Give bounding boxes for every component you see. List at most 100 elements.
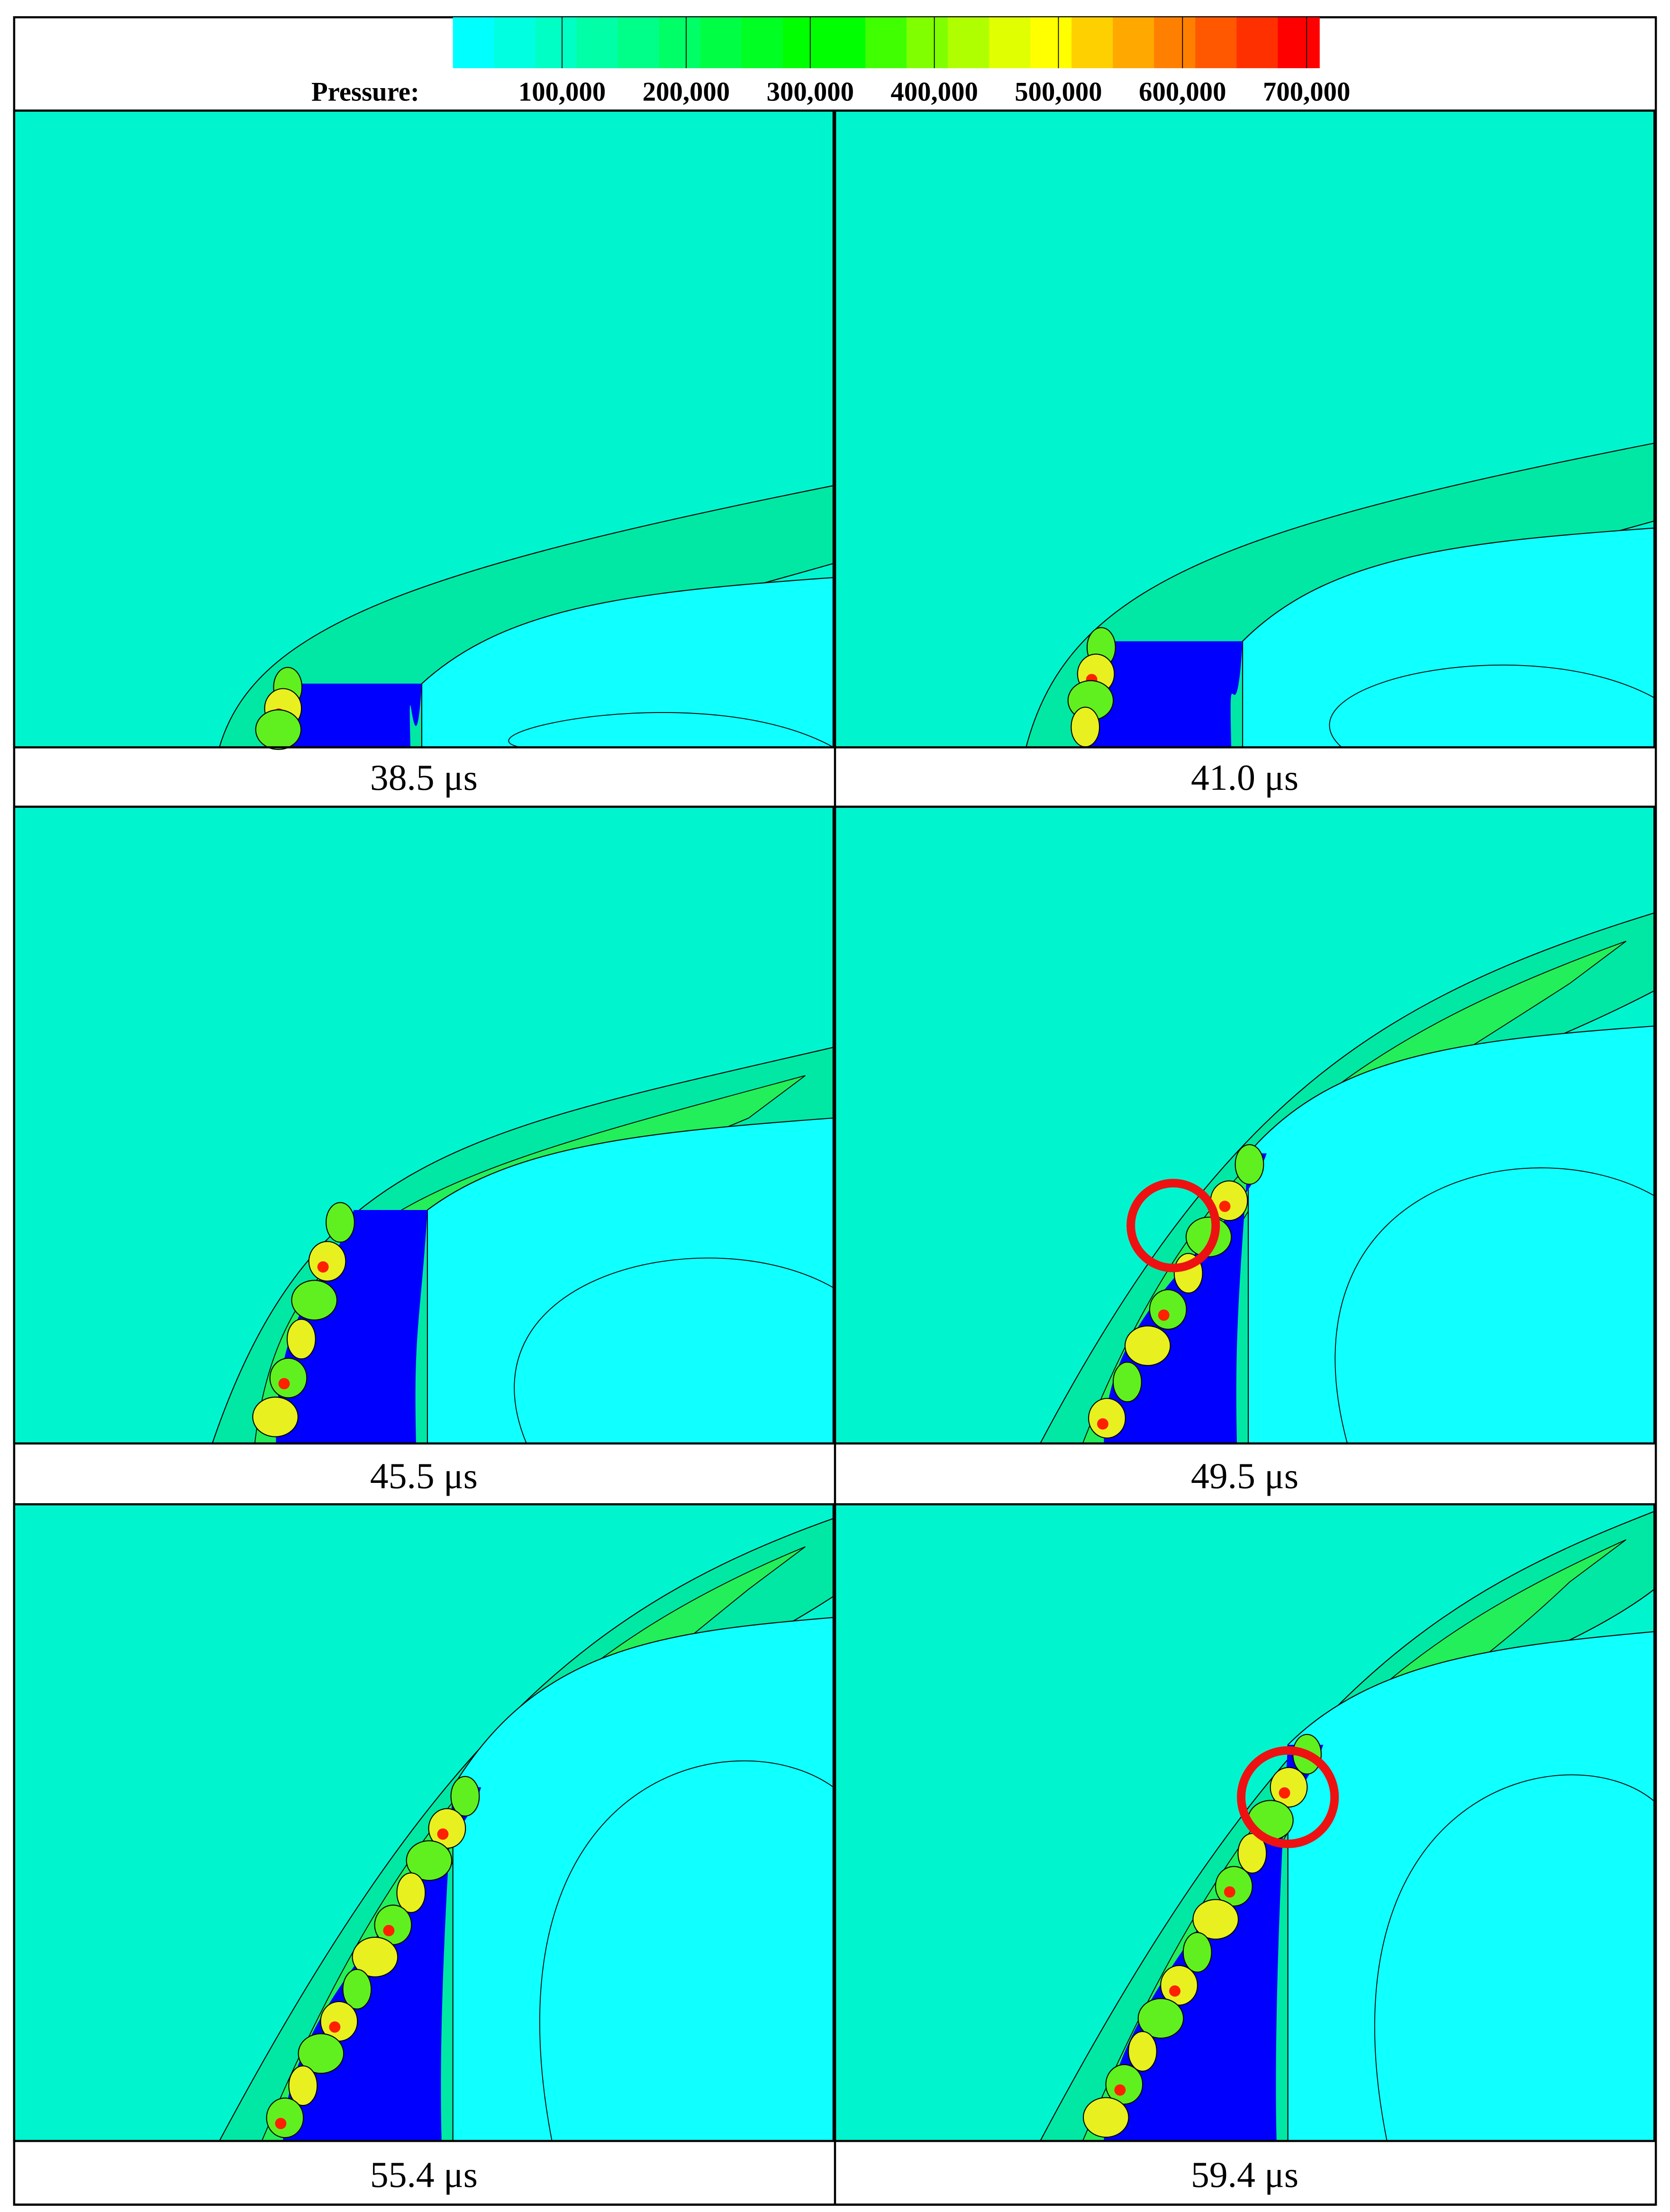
pressure-blob [288, 2065, 318, 2106]
panel-caption: 41.0 μs [1191, 757, 1298, 798]
low-pressure-region [421, 577, 835, 748]
pressure-blob [1185, 1217, 1232, 1257]
panel-caption: 55.4 μs [370, 2154, 478, 2195]
pressure-peak [1114, 2084, 1126, 2096]
pressure-blob [291, 1280, 338, 1321]
pressure-blob [1192, 1899, 1239, 1940]
colorbar-tick-label: 500,000 [1015, 77, 1102, 107]
pressure-peak [329, 2021, 341, 2033]
colorbar-tick-label: 200,000 [643, 77, 730, 107]
colorbar-segment [989, 17, 1031, 68]
panel-caption: 49.5 μs [1191, 1455, 1298, 1496]
pressure-peak [317, 1261, 329, 1273]
contour-line [1334, 1167, 1655, 1444]
pressure-blob [266, 2097, 304, 2139]
pressure-peak [1224, 1886, 1235, 1898]
pressure-blob [286, 1318, 316, 1360]
pressure-blob [1088, 1398, 1126, 1439]
low-pressure-region [452, 1616, 835, 2142]
pressure-blob [396, 1872, 426, 1913]
pressure-blob [1149, 1289, 1187, 1330]
blue-region [279, 684, 422, 748]
colorbar-segment [1278, 17, 1320, 68]
plot-border [13, 1503, 835, 2142]
pressure-peak [278, 1378, 290, 1390]
colorbar-segment [1113, 17, 1155, 68]
pressure-blob [1124, 1325, 1171, 1366]
blue-region [1089, 641, 1243, 748]
plot-border [13, 109, 835, 749]
highlight-ring [1126, 1179, 1220, 1273]
pressure-blob [1128, 2031, 1157, 2072]
panel-caption: 59.4 μs [1191, 2154, 1298, 2195]
pressure-peak [275, 2118, 287, 2130]
low-pressure-region [1247, 1025, 1655, 1444]
colorbar-segment [659, 17, 701, 68]
colorbar-segment [865, 17, 908, 68]
colorbar-tick-label: 600,000 [1139, 77, 1226, 107]
colorbar-tick-label: 700,000 [1263, 77, 1350, 107]
pressure-blob [1160, 1965, 1198, 2006]
colorbar-segment [453, 17, 495, 68]
contour-plot [13, 1503, 835, 2142]
pressure-peak [1219, 1201, 1231, 1212]
colorbar-segment [741, 17, 784, 68]
colorbar-segment [494, 17, 536, 68]
colorbar-segment [907, 17, 949, 68]
contour-line [508, 712, 834, 748]
pressure-peak [1169, 1985, 1181, 1997]
pressure-blob [342, 1968, 372, 2010]
pressure-blob [1082, 2097, 1129, 2138]
pressure-peak [1158, 1309, 1170, 1321]
low-pressure-region [1242, 527, 1655, 748]
blue-region [276, 1210, 427, 1444]
pressure-blob [1182, 1932, 1212, 1973]
contour-plot [834, 805, 1656, 1445]
pressure-blob [298, 2033, 345, 2074]
colorbar-segment [1195, 17, 1237, 68]
colorbar-segment [824, 17, 866, 68]
contour-line [539, 1761, 834, 2141]
colorbar-tick-label: 400,000 [890, 77, 978, 107]
plot-border [13, 805, 835, 1445]
pressure-blob [1215, 1866, 1253, 1907]
contour-line [1374, 1774, 1655, 2141]
colorbar-segment [1236, 17, 1279, 68]
pressure-blob [1137, 1998, 1184, 2039]
pressure-blob [406, 1840, 453, 1881]
contour-line [1329, 664, 1655, 748]
highlight-ring [1237, 1746, 1339, 1848]
contour-plot [834, 109, 1656, 749]
colorbar-segment [617, 17, 660, 68]
pressure-blob [450, 1776, 480, 1817]
colorbar-segment [782, 17, 825, 68]
contour-plot [13, 805, 835, 1445]
colorbar-segment [535, 17, 578, 68]
panel-caption: 45.5 μs [370, 1455, 478, 1496]
colorbar-segment [1071, 17, 1114, 68]
contour-plot [834, 1503, 1656, 2142]
contour-plot [13, 109, 835, 750]
pressure-peak [437, 1828, 449, 1840]
pressure-peak [1279, 1787, 1290, 1799]
colorbar-segment [948, 17, 990, 68]
colorbar-tick-label: 100,000 [518, 77, 606, 107]
colorbar-segment [576, 17, 619, 68]
colorbar-tick-label: 300,000 [767, 77, 854, 107]
pressure-blob [252, 1396, 299, 1437]
contour-line [514, 1257, 834, 1444]
pressure-peak [1097, 1418, 1108, 1430]
low-pressure-region [1287, 1631, 1655, 2142]
colorbar-segment [1154, 17, 1196, 68]
pressure-blob [326, 1202, 355, 1243]
pressure-blob [1071, 706, 1100, 748]
colorbar-segment [1030, 17, 1072, 68]
pressure-blob [1234, 1144, 1264, 1185]
pressure-blob [1270, 1767, 1308, 1808]
pressure-blob [308, 1241, 346, 1282]
pressure-blob [255, 709, 302, 750]
pressure-peak [383, 1924, 395, 1936]
low-pressure-region [427, 1117, 835, 1444]
